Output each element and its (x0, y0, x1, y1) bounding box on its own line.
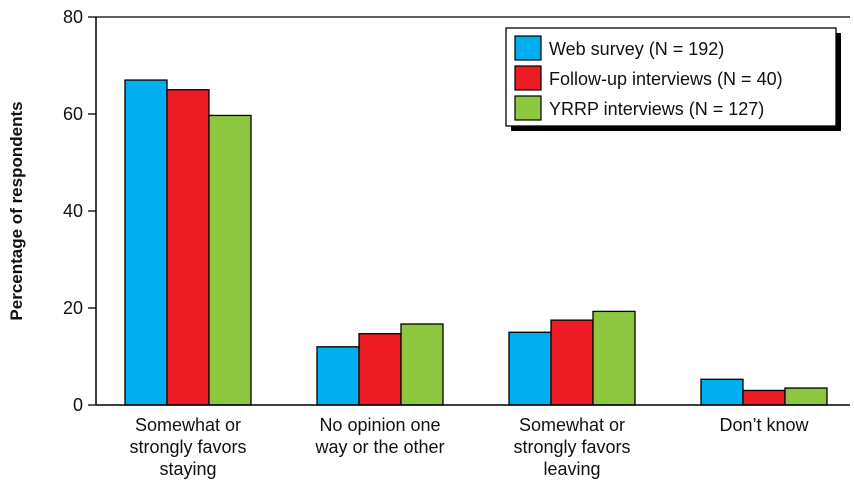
legend-box (505, 27, 837, 127)
legend-swatch (514, 65, 542, 91)
bar-series-1-category-4 (700, 378, 744, 406)
bar-series-1-category-1 (124, 79, 168, 406)
y-tick-label: 0 (73, 395, 83, 415)
y-tick-label: 20 (63, 298, 83, 318)
bar-series-1-category-2 (316, 346, 360, 406)
legend-label: Follow-up interviews (N = 40) (549, 69, 783, 89)
bar-series-3-category-1 (208, 114, 252, 406)
x-category-label: Somewhat or strongly favors leaving (513, 415, 630, 479)
bar-series-2-category-2 (358, 333, 402, 406)
y-ticks-group: 0 20 40 60 80 (63, 7, 96, 415)
x-categories-group: Somewhat or strongly favors staying No opin… (129, 415, 809, 479)
legend: Web survey (N = 192) Follow-up interviews… (505, 27, 841, 131)
bars-group (124, 79, 828, 406)
bar-series-2-category-4 (742, 389, 786, 406)
legend-swatch (514, 95, 542, 121)
y-tick-label: 60 (63, 104, 83, 124)
legend-swatch (514, 35, 542, 61)
x-category-label: Somewhat or strongly favors staying (129, 415, 246, 479)
bar-series-2-category-1 (166, 89, 210, 406)
bar-series-3-category-3 (592, 310, 636, 406)
legend-label: Web survey (N = 192) (549, 39, 724, 59)
y-tick-label: 40 (63, 201, 83, 221)
bar-series-3-category-2 (400, 323, 444, 406)
x-category-label: Don’t know (719, 415, 809, 435)
bar-series-3-category-4 (784, 387, 828, 406)
bar-series-1-category-3 (508, 331, 552, 406)
bar-series-2-category-3 (550, 319, 594, 406)
x-category-label: No opinion one way or the other (314, 415, 444, 457)
y-axis-label: Percentage of respondents (7, 101, 26, 320)
legend-label: YRRP interviews (N = 127) (549, 99, 764, 119)
y-tick-label: 80 (63, 7, 83, 27)
